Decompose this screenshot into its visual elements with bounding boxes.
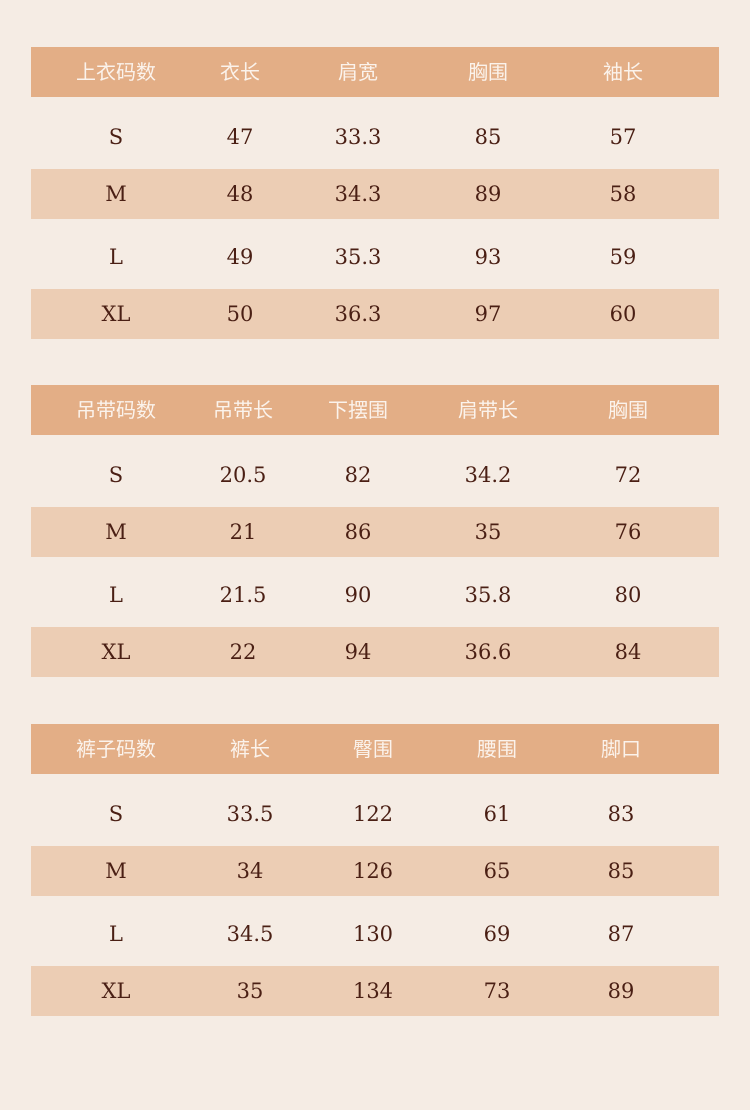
table-row: L 34.5 130 69 87 (31, 909, 719, 959)
table-row: S 20.5 82 34.2 72 (31, 450, 719, 500)
table-row: L 21.5 90 35.8 80 (31, 570, 719, 620)
size-label: M (105, 520, 127, 544)
table-cell: 21 (229, 520, 257, 544)
table-cell: 83 (607, 802, 635, 826)
table-cell: 59 (609, 245, 637, 269)
table-row: S 47 33.3 85 57 (31, 112, 719, 162)
column-header: 肩带长 (458, 398, 518, 422)
table-cell: 84 (614, 640, 642, 664)
table-header: 裤子码数 裤长 臀围 腰围 脚口 (31, 724, 719, 774)
column-header: 胸围 (608, 398, 648, 422)
size-label: L (109, 245, 123, 269)
column-header: 上衣码数 (76, 60, 156, 84)
size-label: XL (101, 979, 131, 1003)
table-cell: 126 (352, 859, 394, 883)
table-cell: 94 (344, 640, 372, 664)
column-header: 裤长 (230, 737, 270, 761)
table-cell: 65 (483, 859, 511, 883)
column-header: 吊带码数 (76, 398, 156, 422)
table-row: S 33.5 122 61 83 (31, 789, 719, 839)
table-header: 吊带码数 吊带长 下摆围 肩带长 胸围 (31, 385, 719, 435)
table-cell: 86 (344, 520, 372, 544)
table-row: XL 22 94 36.6 84 (31, 627, 719, 677)
size-label: M (105, 182, 127, 206)
size-label: L (109, 583, 123, 607)
column-header: 裤子码数 (76, 737, 156, 761)
table-row: M 34 126 65 85 (31, 846, 719, 896)
size-label: L (109, 922, 123, 946)
column-header: 臀围 (353, 737, 393, 761)
column-header: 下摆围 (328, 398, 388, 422)
table-cell: 36.3 (334, 302, 382, 326)
table-cell: 35.8 (464, 583, 512, 607)
size-label: S (108, 125, 124, 149)
column-header: 肩宽 (338, 60, 378, 84)
table-cell: 87 (607, 922, 635, 946)
table-cell: 60 (609, 302, 637, 326)
table-cell: 36.6 (464, 640, 512, 664)
column-header: 腰围 (477, 737, 517, 761)
table-cell: 58 (609, 182, 637, 206)
table-cell: 35.3 (334, 245, 382, 269)
table-row: L 49 35.3 93 59 (31, 232, 719, 282)
table-cell: 34.5 (226, 922, 274, 946)
table-row: XL 50 36.3 97 60 (31, 289, 719, 339)
table-cell: 61 (483, 802, 511, 826)
size-label: XL (101, 640, 131, 664)
table-cell: 93 (474, 245, 502, 269)
table-cell: 80 (614, 583, 642, 607)
table-header: 上衣码数 衣长 肩宽 胸围 袖长 (31, 47, 719, 97)
table-cell: 90 (344, 583, 372, 607)
table-cell: 82 (344, 463, 372, 487)
table-cell: 89 (607, 979, 635, 1003)
table-cell: 85 (474, 125, 502, 149)
table-row: M 21 86 35 76 (31, 507, 719, 557)
table-row: M 48 34.3 89 58 (31, 169, 719, 219)
size-label: S (108, 802, 124, 826)
size-label: M (105, 859, 127, 883)
table-cell: 47 (226, 125, 254, 149)
size-label: S (108, 463, 124, 487)
column-header: 衣长 (220, 60, 260, 84)
table-cell: 122 (352, 802, 394, 826)
table-cell: 89 (474, 182, 502, 206)
table-cell: 72 (614, 463, 642, 487)
table-cell: 33.5 (226, 802, 274, 826)
table-cell: 33.3 (334, 125, 382, 149)
column-header: 袖长 (603, 60, 643, 84)
pants-size-table: 裤子码数 裤长 臀围 腰围 脚口 S 33.5 122 61 83 M 34 126 65 85 L 34.5 1… (31, 724, 719, 1019)
table-cell: 48 (226, 182, 254, 206)
table-cell: 130 (352, 922, 394, 946)
size-label: XL (101, 302, 131, 326)
table-row: XL 35 134 73 89 (31, 966, 719, 1016)
table-cell: 85 (607, 859, 635, 883)
column-header: 胸围 (468, 60, 508, 84)
top-size-table: 上衣码数 衣长 肩宽 胸围 袖长 S 47 33.3 85 57 M 48 34.3 89 58 L 49 35.… (31, 47, 719, 342)
table-cell: 35 (474, 520, 502, 544)
table-cell: 134 (352, 979, 394, 1003)
table-cell: 34 (236, 859, 264, 883)
table-cell: 97 (474, 302, 502, 326)
table-cell: 21.5 (219, 583, 267, 607)
table-cell: 22 (229, 640, 257, 664)
table-cell: 76 (614, 520, 642, 544)
table-cell: 35 (236, 979, 264, 1003)
table-cell: 57 (609, 125, 637, 149)
table-cell: 34.3 (334, 182, 382, 206)
table-cell: 50 (226, 302, 254, 326)
table-cell: 69 (483, 922, 511, 946)
column-header: 脚口 (601, 737, 641, 761)
table-cell: 49 (226, 245, 254, 269)
table-cell: 73 (483, 979, 511, 1003)
table-cell: 34.2 (464, 463, 512, 487)
column-header: 吊带长 (213, 398, 273, 422)
table-cell: 20.5 (219, 463, 267, 487)
camisole-size-table: 吊带码数 吊带长 下摆围 肩带长 胸围 S 20.5 82 34.2 72 M 21 86 35 76 L 21… (31, 385, 719, 680)
